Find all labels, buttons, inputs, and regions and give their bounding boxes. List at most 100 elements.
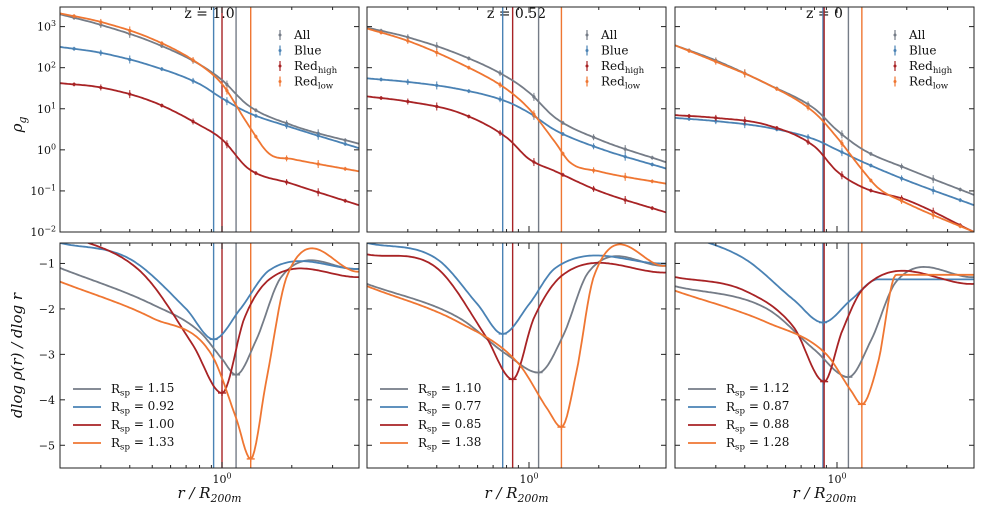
data-point: [900, 176, 904, 180]
data-point: [406, 80, 410, 84]
data-point: [743, 119, 747, 123]
legend-marker-dot: [278, 64, 282, 68]
data-point: [840, 173, 844, 177]
series-line-red-high: [675, 114, 974, 232]
data-point: [592, 135, 596, 139]
data-point: [532, 160, 536, 164]
data-point: [254, 114, 258, 118]
data-point: [160, 41, 164, 45]
data-point: [435, 104, 439, 109]
data-point: [650, 179, 654, 183]
panel-title: z = 0.52: [487, 6, 546, 22]
series-line-red-low: [367, 27, 666, 185]
y-axis-label-bottom: dlog ρ(r) / dlog r: [8, 292, 26, 418]
plot-area: [367, 243, 666, 468]
series-line-red-low: [60, 247, 359, 461]
data-point: [498, 83, 502, 87]
legend-rsp-label: Rsp = 0.92: [111, 399, 174, 417]
data-point: [931, 188, 935, 193]
legend-marker-dot: [585, 49, 589, 52]
series-line-red-low: [675, 44, 974, 232]
data-point: [592, 144, 596, 148]
data-point: [561, 132, 565, 136]
data-point: [561, 152, 565, 156]
legend-rsp-label: Rsp = 0.88: [726, 417, 789, 435]
data-point: [592, 187, 596, 191]
series-line-red-low: [367, 243, 666, 429]
axes-frame: [366, 6, 667, 233]
legend-marker-dot: [893, 64, 897, 68]
data-point: [191, 58, 195, 62]
data-point: [623, 198, 627, 202]
legend-rsp-label: Rsp = 1.10: [418, 381, 481, 399]
data-point: [958, 198, 962, 202]
y-tick-label: −5: [39, 439, 55, 452]
data-point: [900, 164, 904, 169]
data-point: [592, 168, 596, 172]
data-point: [160, 67, 164, 71]
legend-marker-dot: [893, 49, 897, 52]
data-point: [869, 163, 873, 168]
data-point: [714, 60, 718, 64]
data-point: [225, 82, 229, 87]
legend-marker-dot: [893, 33, 897, 37]
data-point: [687, 114, 691, 118]
data-point: [254, 108, 258, 112]
data-point: [650, 206, 654, 210]
legend-label: Redhigh: [294, 59, 338, 76]
series-line-blue: [675, 117, 974, 207]
data-point: [254, 135, 258, 139]
axes-frame: [59, 242, 360, 469]
data-point: [623, 147, 627, 151]
series-line-red-high: [60, 82, 359, 207]
data-point: [467, 56, 471, 60]
legend-rsp-label: Rsp = 0.77: [418, 399, 481, 417]
data-point: [99, 51, 103, 55]
data-point: [72, 47, 76, 51]
data-point: [316, 134, 320, 138]
data-point: [191, 119, 195, 124]
data-point: [840, 141, 844, 146]
plot-area: [60, 243, 359, 468]
data-point: [467, 66, 471, 70]
legend-rsp-label: Rsp = 0.85: [418, 417, 481, 435]
x-axis-label: r / R200m: [485, 484, 549, 505]
data-point: [435, 50, 439, 55]
plot-area: [60, 7, 359, 232]
y-tick-label: 103: [37, 19, 56, 33]
series-line-red-high: [86, 243, 359, 394]
data-point: [498, 71, 502, 75]
data-point: [285, 180, 289, 184]
panel-title: z = 1.0: [184, 6, 234, 22]
data-point: [623, 175, 627, 179]
legend-label: All: [293, 28, 311, 42]
legend-rsp-label: Rsp = 1.12: [726, 381, 789, 399]
data-point: [160, 103, 164, 108]
data-point: [225, 142, 229, 146]
series-line-red-high: [367, 95, 666, 214]
legend-marker-dot: [893, 80, 897, 83]
data-point: [687, 117, 691, 121]
data-point: [316, 162, 320, 166]
data-point: [343, 167, 347, 171]
legend-rsp-label: Rsp = 0.87: [726, 399, 789, 417]
series-line-blue: [367, 77, 666, 170]
data-point: [316, 190, 320, 194]
data-point: [191, 79, 195, 83]
y-tick-label: 10−1: [30, 184, 56, 198]
data-point: [840, 132, 844, 136]
data-point: [958, 224, 962, 228]
series-line-red-high: [367, 253, 666, 381]
data-point: [379, 30, 383, 35]
data-point: [869, 152, 873, 156]
legend-label: Redlow: [909, 75, 949, 92]
legend-marker-dot: [278, 80, 282, 83]
